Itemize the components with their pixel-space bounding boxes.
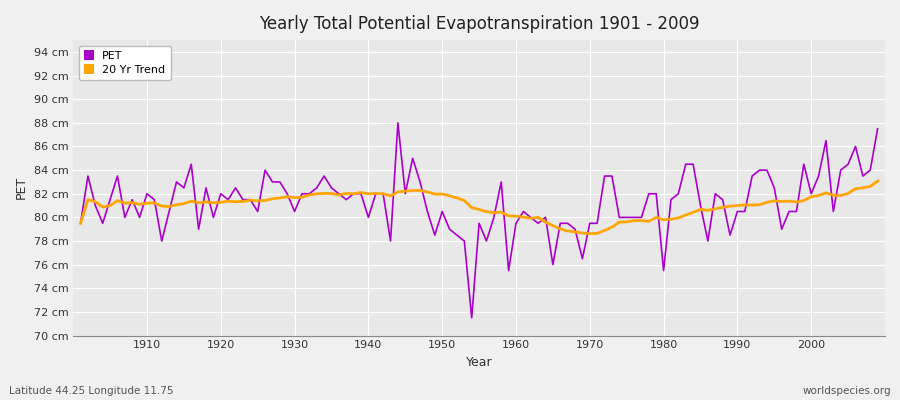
- Text: worldspecies.org: worldspecies.org: [803, 386, 891, 396]
- Y-axis label: PET: PET: [15, 176, 28, 200]
- Title: Yearly Total Potential Evapotranspiration 1901 - 2009: Yearly Total Potential Evapotranspiratio…: [259, 15, 699, 33]
- Text: Latitude 44.25 Longitude 11.75: Latitude 44.25 Longitude 11.75: [9, 386, 174, 396]
- X-axis label: Year: Year: [466, 356, 492, 369]
- Legend: PET, 20 Yr Trend: PET, 20 Yr Trend: [78, 46, 171, 80]
